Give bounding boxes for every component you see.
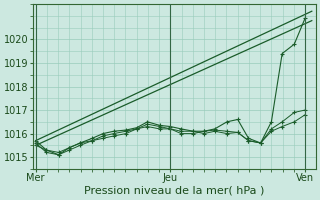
X-axis label: Pression niveau de la mer( hPa ): Pression niveau de la mer( hPa ) <box>84 186 265 196</box>
